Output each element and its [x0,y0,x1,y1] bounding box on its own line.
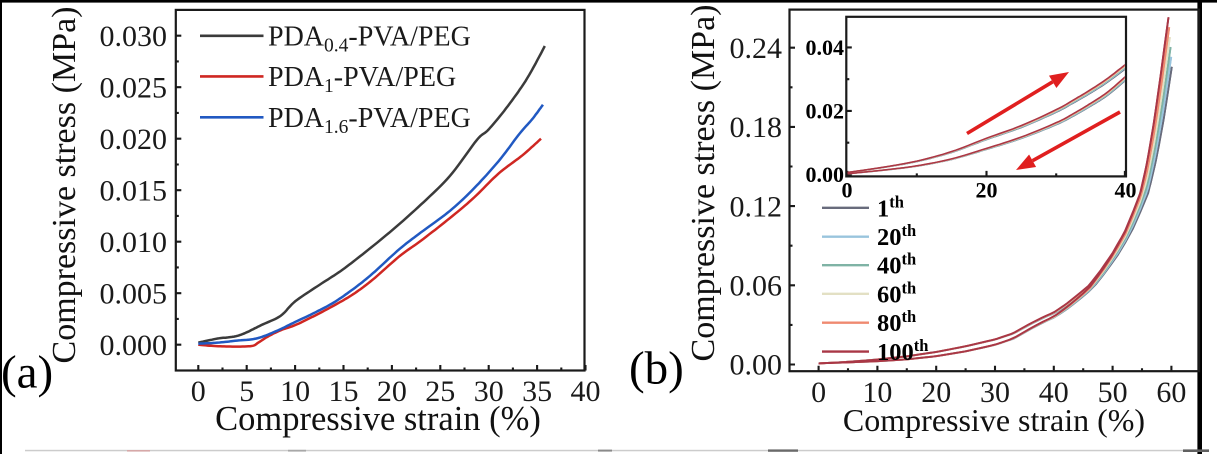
svg-text:0.24: 0.24 [730,32,783,65]
svg-text:60: 60 [1156,376,1186,409]
svg-text:0.18: 0.18 [730,111,783,144]
svg-text:20: 20 [976,178,998,203]
svg-text:0.00: 0.00 [806,162,845,187]
svg-text:30: 30 [474,375,504,408]
svg-text:0.02: 0.02 [806,98,845,123]
svg-text:30: 30 [980,376,1010,409]
svg-text:Compressive stress (MPa): Compressive stress (MPa) [46,7,83,364]
svg-text:0.12: 0.12 [730,190,783,223]
svg-text:40: 40 [1115,178,1137,203]
svg-text:10: 10 [862,376,892,409]
svg-text:PDA1-PVA/PEG: PDA1-PVA/PEG [268,62,456,97]
svg-text:(b): (b) [629,343,684,395]
svg-text:0.00: 0.00 [730,349,783,382]
svg-text:0: 0 [811,376,826,409]
svg-text:0.06: 0.06 [730,270,783,303]
svg-text:40: 40 [571,375,601,408]
svg-text:Compressive strain (%): Compressive strain (%) [843,402,1145,438]
svg-text:15: 15 [329,375,359,408]
svg-text:0.030: 0.030 [100,20,168,53]
svg-text:PDA1.6-PVA/PEG: PDA1.6-PVA/PEG [268,103,471,138]
svg-text:0.015: 0.015 [100,174,168,207]
svg-text:0.020: 0.020 [100,123,168,156]
svg-text:0.000: 0.000 [100,329,168,362]
svg-text:(a): (a) [1,347,53,399]
svg-text:10: 10 [280,375,310,408]
svg-text:35: 35 [522,375,552,408]
svg-text:0: 0 [842,178,853,203]
svg-text:Compressive stress (MPa): Compressive stress (MPa) [685,5,722,362]
svg-text:5: 5 [239,375,254,408]
svg-text:0.025: 0.025 [100,71,168,104]
svg-text:20: 20 [377,375,407,408]
svg-text:0: 0 [191,375,206,408]
svg-text:20: 20 [921,376,951,409]
svg-text:PDA0.4-PVA/PEG: PDA0.4-PVA/PEG [268,21,471,56]
svg-text:0.010: 0.010 [100,226,168,259]
svg-text:0.04: 0.04 [806,35,845,60]
svg-text:40: 40 [1039,376,1069,409]
svg-text:Compressive strain (%): Compressive strain (%) [215,400,541,438]
svg-text:0.005: 0.005 [100,277,168,310]
svg-text:50: 50 [1098,376,1128,409]
svg-text:20th: 20th [877,221,916,251]
svg-text:25: 25 [425,375,455,408]
